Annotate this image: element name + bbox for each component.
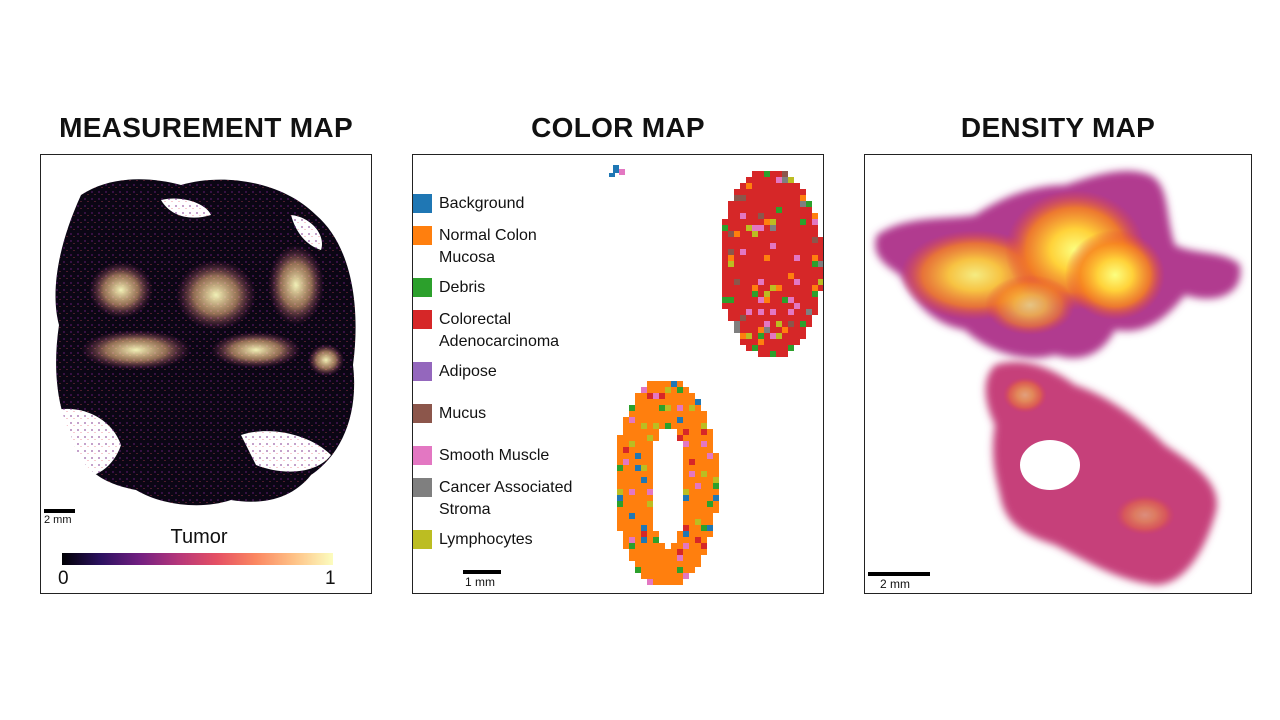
- density-map-panel: 2 mm: [864, 154, 1252, 594]
- tumor-colorbar: [62, 553, 333, 565]
- legend-item: Cancer Associated Stroma: [413, 477, 572, 521]
- density-map-title: DENSITY MAP: [960, 112, 1156, 143]
- legend-label: Lymphocytes: [439, 531, 533, 548]
- color-map-image: [609, 165, 823, 585]
- color-map-title: COLOR MAP: [531, 112, 705, 143]
- colorbar-min-label: 0: [58, 568, 69, 589]
- density-map-image: [875, 170, 1241, 585]
- legend-swatch: [413, 310, 432, 329]
- legend-label: Mucus: [439, 405, 487, 422]
- legend-swatch: [413, 194, 432, 213]
- legend-swatch: [413, 278, 432, 297]
- legend-label: Background: [439, 195, 525, 212]
- legend-label: Normal Colon Mucosa: [439, 227, 537, 266]
- legend-item: Normal Colon Mucosa: [413, 225, 537, 269]
- measurement-map-title: MEASUREMENT MAP: [59, 112, 353, 143]
- colorbar-max-label: 1: [325, 568, 336, 589]
- legend-swatch: [413, 362, 432, 381]
- colorbar-title: Tumor: [170, 526, 228, 548]
- legend-swatch: [413, 530, 432, 549]
- legend-swatch: [413, 478, 432, 497]
- legend-label: Smooth Muscle: [439, 447, 550, 464]
- density-scale-label: 2 mm: [880, 577, 910, 591]
- measurement-map-panel: 2 mm Tumor 0 1: [40, 154, 372, 594]
- legend-label: Cancer Associated Stroma: [439, 479, 573, 518]
- lower-tissue-section: [617, 381, 719, 585]
- legend-item: Smooth Muscle: [413, 445, 549, 467]
- upper-tissue-section: [722, 171, 823, 357]
- color-scale-label: 1 mm: [465, 575, 495, 589]
- color-scale-bar: [463, 570, 501, 574]
- density-scale-bar: [868, 572, 930, 576]
- legend-swatch: [413, 404, 432, 423]
- measurement-heatmap-image: [41, 155, 356, 506]
- legend-item: Lymphocytes: [413, 529, 533, 551]
- legend-swatch: [413, 446, 432, 465]
- measurement-scale-label: 2 mm: [44, 514, 72, 526]
- legend-label: Colorectal Adenocarcinoma: [439, 311, 560, 350]
- legend-item: Debris: [413, 277, 485, 299]
- legend-item: Mucus: [413, 403, 486, 425]
- legend-item: Background: [413, 193, 524, 215]
- legend-item: Adipose: [413, 361, 497, 383]
- legend-swatch: [413, 226, 432, 245]
- legend-label: Debris: [439, 279, 486, 296]
- color-map-panel: Background Normal Colon Mucosa Debris Colore…: [412, 154, 824, 594]
- legend-label: Adipose: [439, 363, 497, 380]
- measurement-scale-bar: [44, 509, 75, 513]
- legend-item: Colorectal Adenocarcinoma: [413, 309, 559, 353]
